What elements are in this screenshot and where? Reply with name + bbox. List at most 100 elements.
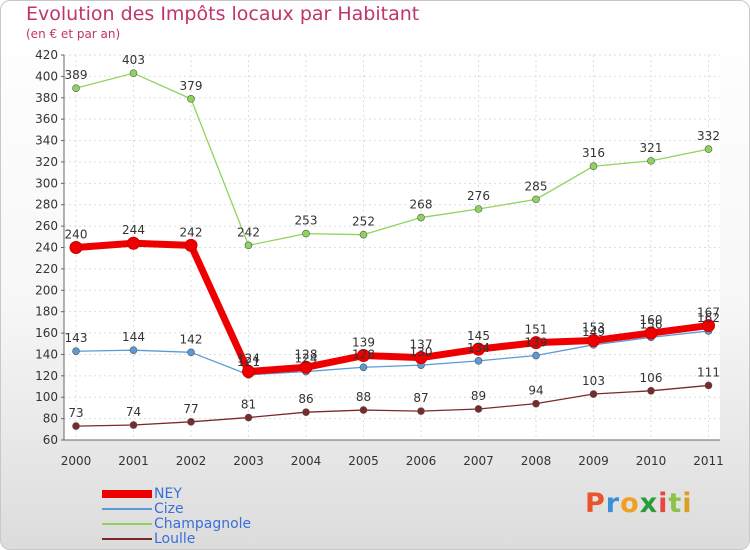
y-tick-label: 260 (35, 219, 58, 233)
data-label-champagnole: 268 (410, 198, 433, 212)
data-point-loulle (244, 413, 253, 422)
legend-item-cize: Cize (102, 501, 184, 517)
data-point-loulle (589, 390, 598, 398)
data-label-cize: 124 (295, 352, 318, 366)
y-tick-label: 360 (35, 112, 58, 126)
data-label-loulle: 73 (68, 406, 83, 420)
data-label-cize: 128 (352, 347, 375, 361)
data-label-ney: 244 (122, 223, 145, 237)
data-point-champagnole (244, 241, 253, 250)
legend-label: Cize (154, 501, 184, 517)
data-point-champagnole (532, 195, 540, 204)
y-tick-label: 280 (35, 198, 58, 212)
data-point-champagnole (474, 205, 483, 213)
data-label-ney: 137 (410, 338, 433, 352)
data-label-cize: 142 (180, 332, 203, 346)
y-tick-label: 140 (35, 347, 58, 361)
x-tick-label: 2010 (636, 454, 667, 468)
data-point-champagnole (187, 95, 195, 103)
data-label-loulle: 81 (241, 398, 256, 412)
data-label-champagnole: 316 (582, 146, 605, 160)
logo-letter: P (585, 488, 606, 519)
y-tick-label: 320 (35, 155, 58, 169)
data-label-cize: 143 (65, 331, 88, 345)
y-tick-label: 400 (35, 69, 58, 83)
data-point-loulle (704, 381, 713, 390)
data-label-ney: 145 (467, 329, 490, 343)
data-point-loulle (474, 405, 483, 413)
legend-swatch (102, 523, 152, 525)
y-tick-label: 420 (35, 48, 58, 62)
data-point-cize (72, 347, 80, 356)
y-tick-label: 160 (35, 326, 58, 340)
logo-letter: r (605, 488, 621, 519)
logo-letter: x (639, 488, 659, 519)
logo-letter: o (620, 488, 640, 519)
data-label-champagnole: 321 (640, 141, 663, 155)
chart-title: Evolution des Impôts locaux par Habitant (26, 3, 420, 25)
data-point-loulle (72, 422, 80, 430)
data-point-loulle (532, 399, 540, 408)
data-point-champagnole (302, 229, 310, 238)
x-tick-label: 2002 (176, 454, 207, 468)
data-label-champagnole: 389 (65, 68, 88, 82)
data-label-ney: 242 (180, 225, 203, 239)
data-point-cize (474, 357, 483, 365)
y-tick-label: 120 (35, 369, 58, 383)
series-line-ney (72, 239, 712, 376)
data-point-ney (587, 334, 600, 348)
legend-swatch (102, 508, 152, 510)
data-label-champagnole: 242 (237, 225, 260, 239)
data-label-cize: 139 (525, 336, 548, 350)
data-point-loulle (417, 407, 425, 415)
x-tick-label: 2005 (348, 454, 379, 468)
data-point-champagnole (129, 69, 138, 77)
data-point-champagnole (647, 157, 655, 165)
y-tick-label: 200 (35, 283, 58, 297)
logo-letter: i (658, 488, 669, 519)
data-label-cize: 162 (697, 311, 720, 325)
x-tick-label: 2003 (233, 454, 264, 468)
legend-label: Loulle (154, 531, 196, 547)
data-label-loulle: 103 (582, 374, 605, 388)
data-label-ney: 151 (525, 323, 548, 337)
x-tick-label: 2009 (578, 454, 609, 468)
data-point-loulle (302, 408, 310, 416)
x-tick-label: 2000 (61, 454, 92, 468)
data-label-loulle: 74 (126, 405, 141, 419)
data-label-ney: 167 (697, 306, 720, 320)
data-point-cize (532, 351, 540, 360)
data-label-ney: 128 (295, 347, 318, 361)
data-label-cize: 134 (467, 341, 490, 355)
data-label-champagnole: 285 (525, 179, 548, 193)
y-tick-label: 100 (35, 390, 58, 404)
data-label-cize: 144 (122, 330, 145, 344)
legend-label: Champagnole (154, 516, 252, 532)
data-point-ney (644, 326, 658, 340)
y-tick-label: 380 (35, 91, 58, 105)
data-label-loulle: 94 (528, 384, 543, 398)
data-label-cize: 121 (237, 355, 260, 369)
data-label-loulle: 111 (697, 365, 720, 379)
data-label-cize: 130 (410, 345, 433, 359)
logo-letter: i (682, 488, 693, 519)
data-point-ney (184, 238, 198, 252)
series-line-champagnole (75, 72, 710, 247)
y-tick-label: 220 (35, 262, 58, 276)
data-label-ney: 124 (237, 352, 260, 366)
x-tick-label: 2007 (463, 454, 494, 468)
data-point-ney (127, 236, 140, 250)
proxiti-logo: Proxiti (585, 488, 693, 519)
y-tick-label: 180 (35, 305, 58, 319)
data-point-champagnole (359, 230, 368, 239)
data-point-champagnole (589, 162, 598, 171)
data-point-ney (472, 342, 485, 356)
data-label-ney: 240 (65, 228, 88, 242)
series-line-loulle (75, 384, 710, 427)
data-label-champagnole: 276 (467, 189, 490, 203)
data-point-ney (69, 241, 83, 254)
data-point-ney (242, 365, 255, 379)
x-tick-label: 2006 (406, 454, 437, 468)
legend-swatch (102, 490, 152, 498)
data-label-champagnole: 253 (295, 214, 318, 228)
